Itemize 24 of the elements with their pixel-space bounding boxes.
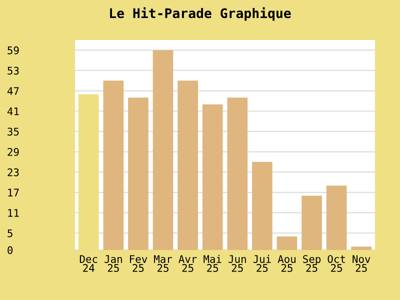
x-tick-label: Mai 25 bbox=[204, 254, 222, 272]
y-tick-label: 0 bbox=[8, 246, 13, 254]
x-tick-label: Jui 25 bbox=[253, 254, 271, 272]
x-tick-label: Avr 25 bbox=[178, 255, 197, 272]
x-tick-label: Aou 25 bbox=[278, 255, 296, 272]
y-tick-label: 35 bbox=[8, 128, 19, 136]
y-tick-label: 29 bbox=[8, 148, 19, 156]
y-tick-label: 11 bbox=[8, 209, 19, 217]
y-tick-label: 47 bbox=[7, 87, 19, 95]
x-tick-label: Sep 25 bbox=[303, 255, 321, 272]
x-tick-label: Jun 25 bbox=[228, 255, 246, 272]
x-tick-label: Dec 24 bbox=[80, 255, 98, 272]
y-tick-label: 17 bbox=[8, 188, 19, 196]
chart-title: Le Hit-Parade Graphique bbox=[110, 7, 291, 21]
x-tick-label: Nov 25 bbox=[352, 255, 370, 272]
x-tick-label: Fev 25 bbox=[130, 255, 148, 272]
x-tick-label: Oct 25 bbox=[328, 255, 345, 272]
y-tick-label: 53 bbox=[8, 66, 19, 75]
x-tick-label: Jan 25 bbox=[104, 255, 122, 272]
x-tick-label: Mar 25 bbox=[154, 255, 172, 272]
y-tick-label: 41 bbox=[7, 108, 19, 116]
y-tick-label: 59 bbox=[8, 46, 19, 54]
y-tick-label: 23 bbox=[8, 168, 19, 176]
y-tick-label: 5 bbox=[8, 229, 12, 238]
